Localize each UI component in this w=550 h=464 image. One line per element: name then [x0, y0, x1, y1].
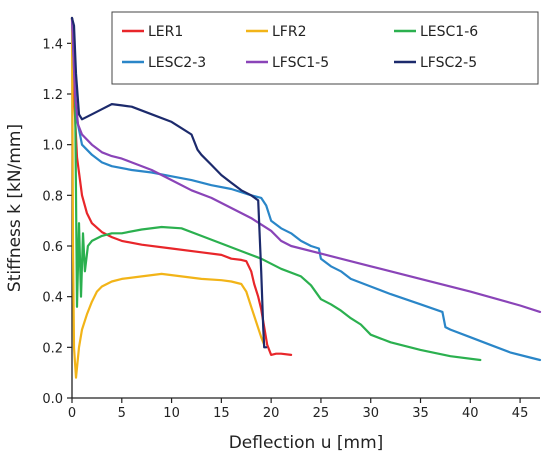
y-axis-title: Stiffness k [kN/mm]	[5, 124, 25, 292]
legend-label-lfr2: LFR2	[272, 24, 307, 40]
y-tick-label: 0.2	[42, 341, 63, 356]
legend: LER1 LFR2 LESC1-6 LESC2-3 LFSC1-5 LFSC2-5	[111, 11, 539, 85]
series-line-lesc1-6	[70, 16, 482, 362]
y-tick-label: 0.8	[42, 189, 63, 204]
series-lines	[70, 16, 542, 379]
series-line-lesc2-3	[70, 16, 542, 362]
x-tick-label: 30	[362, 406, 379, 421]
x-tick-label: 15	[213, 406, 230, 421]
y-tick-label: 1.0	[42, 139, 63, 154]
series-line-ler1	[70, 16, 293, 356]
x-axis-title: Deflection u [mm]	[229, 433, 384, 453]
ticks: 0 5 10 15 20 25 30 35 40 45 0.0 0.2 0.4 0.6 0.8 1.0 1.2 1…	[42, 37, 528, 421]
x-tick-label: 40	[462, 406, 479, 421]
y-tick-label: 0.6	[42, 240, 63, 255]
series-line-lfsc2-5	[70, 16, 268, 349]
y-tick-label: 1.2	[42, 88, 63, 103]
series-line-lfsc1-5	[70, 16, 542, 313]
legend-label-ler1: LER1	[148, 24, 183, 40]
x-tick-label: 10	[163, 406, 180, 421]
x-tick-label: 5	[118, 406, 126, 421]
legend-label-lesc1-6: LESC1-6	[420, 24, 478, 40]
y-tick-label: 0.4	[42, 291, 63, 306]
legend-box	[111, 11, 539, 85]
y-tick-label: 1.4	[42, 37, 63, 52]
x-tick-label: 35	[412, 406, 429, 421]
legend-label-lesc2-3: LESC2-3	[148, 55, 206, 71]
x-tick-label: 25	[313, 406, 330, 421]
series-line-lfr2	[70, 16, 266, 379]
x-tick-label: 20	[263, 406, 280, 421]
legend-label-lfsc1-5: LFSC1-5	[272, 55, 329, 71]
y-tick-label: 0.0	[42, 392, 63, 407]
legend-label-lfsc2-5: LFSC2-5	[420, 55, 477, 71]
x-tick-label: 45	[512, 406, 529, 421]
x-tick-label: 0	[68, 406, 76, 421]
